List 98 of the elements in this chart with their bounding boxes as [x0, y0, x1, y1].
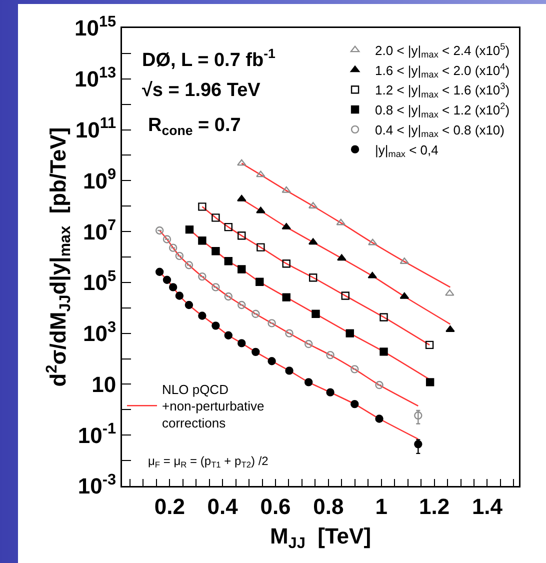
point — [212, 322, 220, 330]
legend-label: 1.2 < |y|$_{max}$ < 1.6 (x10$^{3}$) — [375, 81, 510, 100]
x-axis-title: M$_{JJ}$ [TeV] — [270, 524, 372, 552]
y-tick-label: 10$^{7}$ — [83, 217, 116, 244]
point — [425, 340, 434, 350]
point — [185, 225, 194, 234]
point — [252, 348, 260, 356]
y-tick-label: 10 — [92, 372, 116, 397]
point — [426, 378, 434, 386]
point — [198, 272, 206, 281]
point — [162, 235, 172, 244]
point — [285, 366, 294, 375]
point — [445, 289, 454, 296]
legend-label: 0.8 < |y|$_{max}$ < 1.2 (x10$^{2}$) — [375, 101, 510, 120]
point — [168, 283, 178, 292]
point — [256, 170, 266, 178]
point — [414, 411, 422, 420]
legend-label: NLO pQCD +non-perturbative corrections — [162, 382, 264, 431]
point — [268, 357, 276, 366]
point — [308, 274, 318, 282]
x-tick-label: 1 — [375, 494, 388, 519]
point — [238, 265, 246, 274]
point — [341, 292, 350, 300]
point — [198, 236, 206, 245]
point — [414, 440, 422, 448]
y-tick-label: 10$^{11}$ — [75, 115, 117, 142]
x-tick-label: 0.8 — [313, 494, 344, 519]
point — [375, 414, 384, 423]
point — [380, 348, 388, 356]
point — [238, 339, 246, 348]
point — [212, 214, 220, 222]
point — [238, 300, 246, 310]
point — [282, 222, 291, 230]
legend-label: 1.6 < |y|$_{max}$ < 2.0 (x10$^{4}$) — [375, 61, 510, 80]
x-tick-label: 0.2 — [154, 494, 185, 519]
point — [380, 313, 388, 322]
point — [308, 238, 318, 245]
point — [198, 202, 206, 211]
point — [256, 278, 264, 286]
y-tick-label: 10$^{5}$ — [83, 268, 117, 296]
y-tick-label: 10$^{13}$ — [74, 64, 116, 92]
point — [282, 260, 290, 268]
point — [326, 388, 334, 396]
point — [400, 292, 410, 299]
point — [346, 329, 354, 338]
legend-label: 0.4 < |y|$_{max}$ < 0.8 (x10) — [375, 122, 504, 140]
point — [268, 319, 276, 328]
point — [350, 400, 359, 408]
point — [304, 340, 313, 348]
x-tick-label: 0.6 — [260, 494, 291, 519]
point — [256, 243, 265, 252]
point — [236, 159, 246, 166]
point — [336, 218, 346, 226]
point — [400, 257, 410, 264]
x-tick-label: 1.2 — [419, 494, 450, 519]
point — [350, 365, 359, 374]
point — [238, 232, 246, 240]
point — [168, 244, 178, 252]
point — [252, 310, 260, 318]
point — [224, 222, 232, 232]
point — [212, 247, 220, 256]
x-tick-label: 1.4 — [472, 494, 504, 519]
point — [184, 300, 194, 310]
point — [375, 380, 384, 390]
annotation: DØ, L = 0.7 fb$^{-1}$ — [142, 46, 276, 71]
point — [224, 331, 232, 340]
point — [368, 272, 378, 278]
point — [155, 226, 164, 235]
legend-label: 2.0 < |y|$_{max}$ < 2.4 (x10$^{5}$) — [375, 41, 510, 60]
point — [285, 329, 294, 338]
text: μ$_{F}$ = μ$_{R}$ = (p$_{T1}$ + p$_{T2}$) /2 — [148, 454, 268, 470]
point — [337, 254, 346, 261]
legend-label: |y|$_{max}$ < 0,4 — [375, 142, 438, 160]
point — [184, 261, 194, 270]
point — [224, 257, 232, 266]
point — [162, 276, 172, 284]
y-tick-label: 10$^{-1}$ — [78, 420, 117, 448]
point — [312, 310, 320, 318]
point — [155, 268, 164, 276]
point — [236, 194, 246, 202]
point — [282, 293, 290, 302]
point — [175, 292, 184, 300]
y-tick-label: 10$^{-3}$ — [78, 471, 116, 499]
point — [175, 252, 184, 260]
point — [212, 283, 220, 292]
y-tick-label: 10$^{9}$ — [83, 166, 116, 194]
annotation: √s = 1.96 TeV — [142, 80, 261, 101]
x-tick-label: 0.4 — [207, 494, 239, 519]
point — [304, 378, 313, 386]
point — [368, 238, 378, 246]
y-tick-label: 10$^{3}$ — [83, 318, 116, 346]
point — [326, 350, 334, 360]
point — [224, 292, 232, 301]
annotation: R$_{cone}$ = 0.7 — [148, 115, 241, 138]
point — [198, 312, 206, 320]
point — [256, 206, 266, 214]
y-tick-label: 10$^{15}$ — [74, 13, 117, 41]
point — [282, 186, 291, 193]
